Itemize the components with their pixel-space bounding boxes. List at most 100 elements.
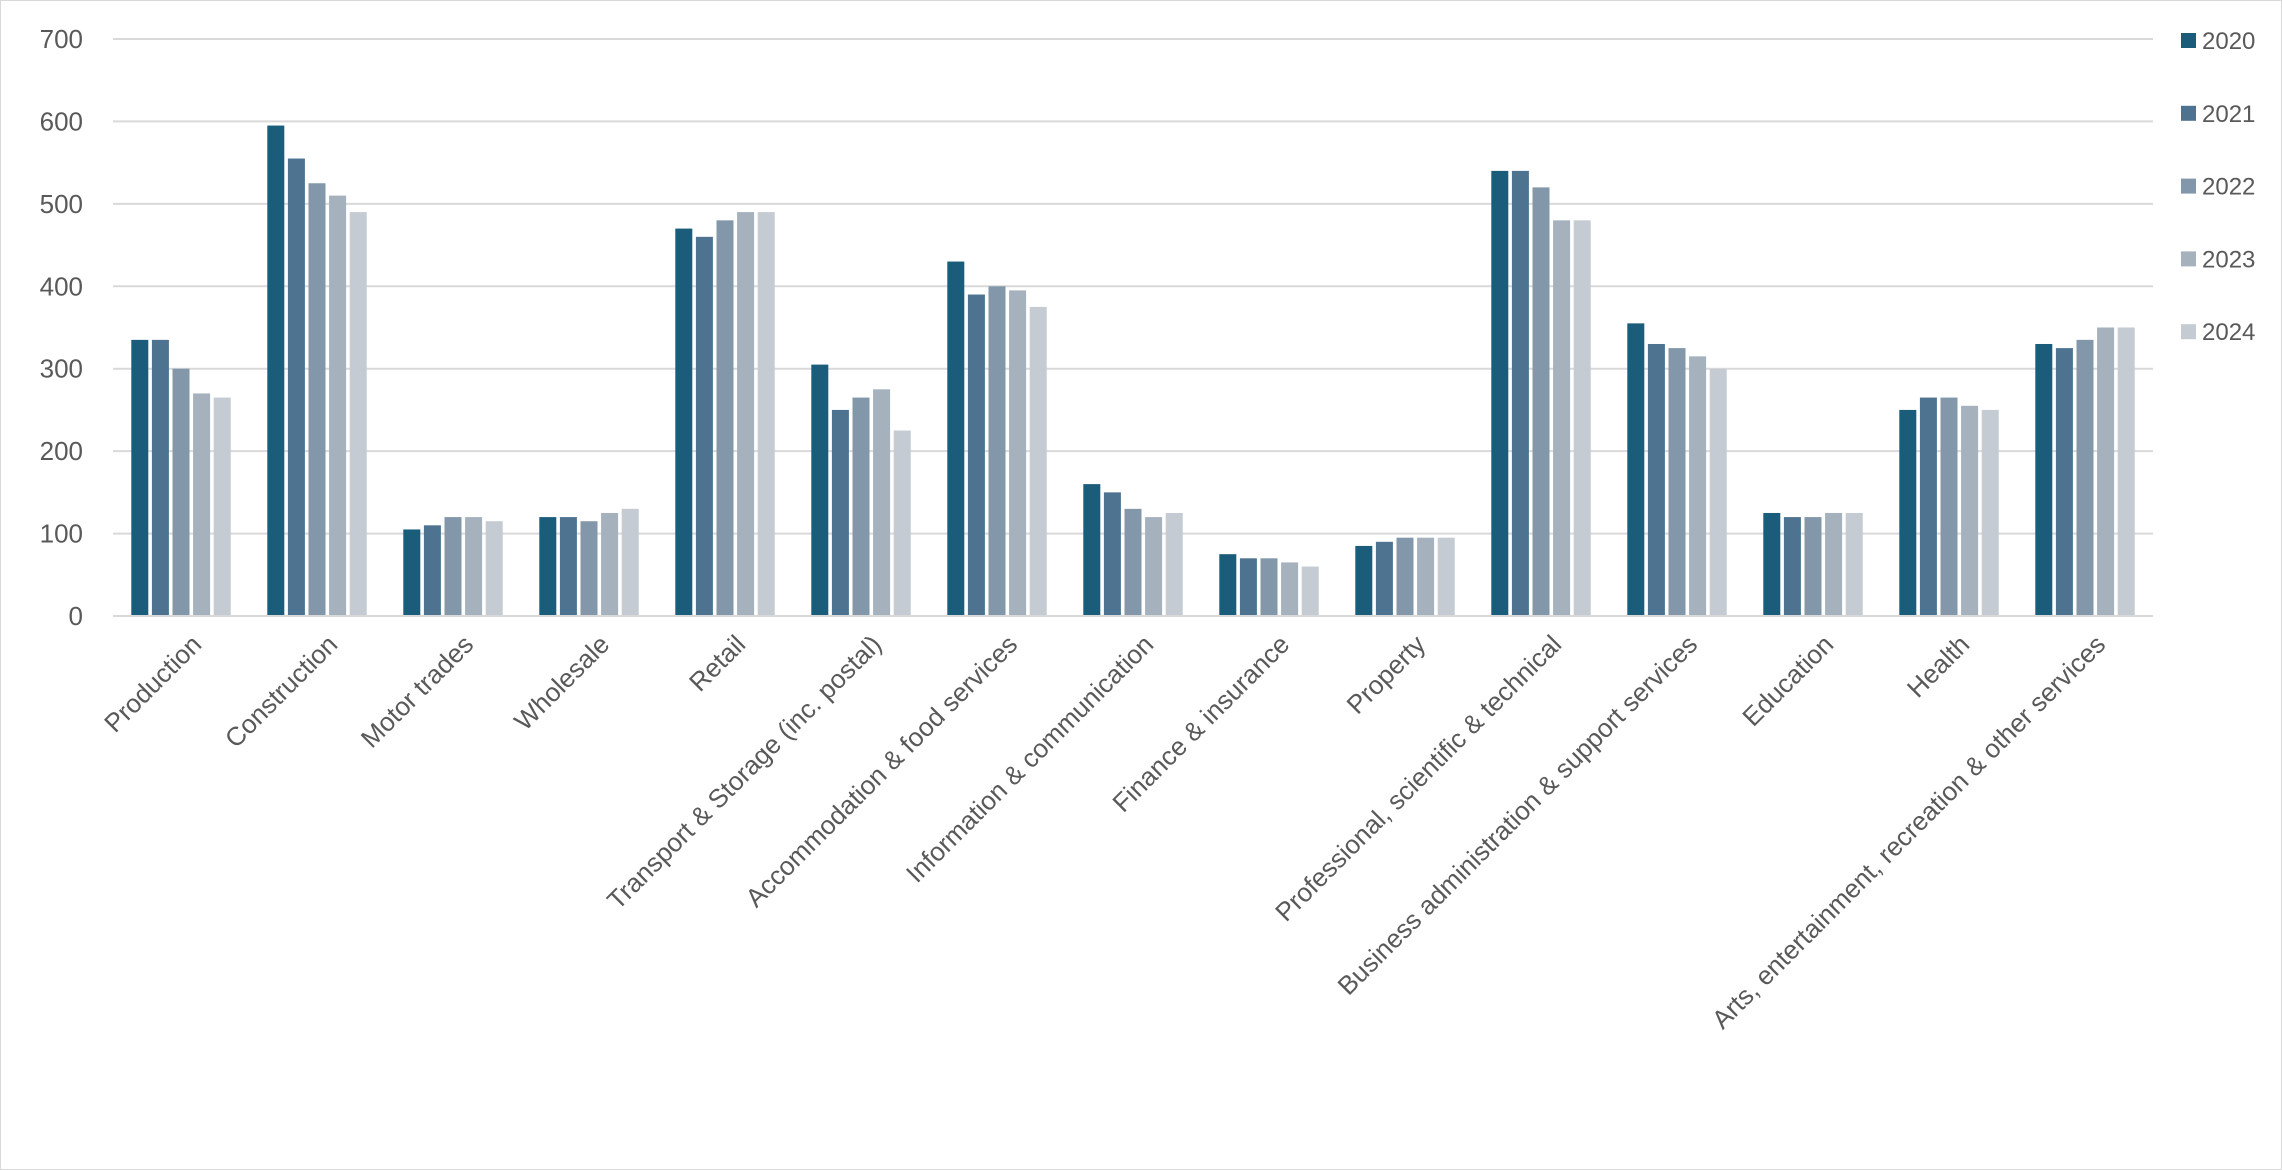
bar-2023 bbox=[1825, 512, 1843, 616]
bar-2024 bbox=[485, 521, 503, 616]
bar-2020 bbox=[2035, 343, 2053, 616]
bar-2022 bbox=[2076, 339, 2094, 616]
x-tick-label: Wholesale bbox=[508, 629, 615, 736]
x-tick-label: Information & communication bbox=[900, 629, 1159, 888]
bar-2020 bbox=[1219, 554, 1237, 616]
bar-2020 bbox=[1899, 409, 1917, 616]
y-tick-label: 100 bbox=[40, 519, 83, 549]
x-tick-label: Retail bbox=[683, 629, 751, 697]
bar-2024 bbox=[621, 508, 639, 616]
legend-swatch bbox=[2181, 251, 2196, 267]
legend-item: 2024 bbox=[2181, 319, 2255, 346]
bar-2022 bbox=[1532, 187, 1550, 616]
bar-2023 bbox=[193, 393, 211, 616]
y-tick-label: 600 bbox=[40, 106, 83, 136]
bar-2021 bbox=[559, 517, 577, 616]
x-tick-label: Accommodation & food services bbox=[739, 629, 1023, 913]
bar-2024 bbox=[1573, 220, 1591, 617]
x-tick-label: Education bbox=[1736, 629, 1839, 732]
legend-item: 2022 bbox=[2181, 174, 2255, 201]
x-tick-label: Property bbox=[1341, 629, 1432, 720]
bar-2022 bbox=[1124, 508, 1142, 616]
bar-2021 bbox=[1375, 541, 1393, 616]
y-tick-label: 700 bbox=[40, 24, 83, 54]
bar-2024 bbox=[213, 397, 231, 616]
x-tick-label: Health bbox=[1901, 629, 1975, 703]
bar-2024 bbox=[1301, 566, 1319, 616]
bar-2023 bbox=[465, 517, 483, 616]
bar-2022 bbox=[172, 368, 190, 616]
bar-2024 bbox=[1165, 512, 1183, 616]
legend-swatch bbox=[2181, 33, 2196, 48]
x-tick-label: Production bbox=[98, 629, 207, 738]
bar-2021 bbox=[423, 525, 441, 616]
bar-2022 bbox=[852, 397, 870, 616]
bar-2021 bbox=[967, 294, 985, 616]
bar-2020 bbox=[811, 364, 829, 616]
bar-2021 bbox=[1783, 517, 1801, 616]
bar-2022 bbox=[1940, 397, 1958, 616]
bar-2022 bbox=[580, 521, 598, 616]
bar-2020 bbox=[131, 339, 149, 616]
bar-2021 bbox=[151, 339, 169, 616]
bar-2023 bbox=[1009, 290, 1027, 616]
x-tick-label: Motor trades bbox=[355, 629, 479, 753]
bar-2020 bbox=[267, 125, 285, 617]
bar-2023 bbox=[1417, 537, 1435, 616]
bar-2021 bbox=[1239, 558, 1257, 616]
bar-2020 bbox=[1491, 170, 1509, 616]
y-tick-label: 500 bbox=[40, 189, 83, 219]
bar-2021 bbox=[695, 236, 713, 617]
bar-2024 bbox=[1029, 306, 1047, 616]
bar-2023 bbox=[601, 512, 619, 616]
legend-swatch bbox=[2181, 178, 2196, 194]
bar-2022 bbox=[1668, 348, 1686, 616]
legend-label: 2022 bbox=[2202, 174, 2255, 201]
bar-2024 bbox=[1981, 409, 1999, 616]
y-axis-ticks: 0 100 200 300 400 500 600 700 bbox=[40, 24, 83, 631]
bar-2020 bbox=[403, 529, 421, 616]
legend-label: 2021 bbox=[2202, 101, 2255, 128]
y-tick-label: 200 bbox=[40, 436, 83, 466]
bar-2022 bbox=[444, 517, 462, 616]
bar-2023 bbox=[1689, 356, 1707, 616]
bar-2020 bbox=[1355, 545, 1373, 616]
legend-label: 2023 bbox=[2202, 246, 2255, 273]
bar-2023 bbox=[329, 195, 347, 616]
bar-2024 bbox=[1437, 537, 1455, 616]
legend-swatch bbox=[2181, 105, 2196, 121]
legend-swatch bbox=[2181, 324, 2196, 340]
bar-2023 bbox=[737, 212, 755, 616]
bar-2020 bbox=[1083, 484, 1101, 616]
legend-item: 2021 bbox=[2181, 101, 2255, 128]
bar-2024 bbox=[757, 212, 775, 616]
bars bbox=[131, 125, 2135, 617]
y-tick-label: 300 bbox=[40, 354, 83, 384]
bar-2021 bbox=[1647, 343, 1665, 616]
bar-2023 bbox=[2097, 327, 2115, 616]
legend-item: 2020 bbox=[2181, 28, 2255, 55]
bar-2021 bbox=[287, 158, 305, 616]
bar-2021 bbox=[831, 409, 849, 616]
y-tick-label: 0 bbox=[69, 601, 83, 631]
y-tick-label: 400 bbox=[40, 271, 83, 301]
legend-label: 2024 bbox=[2202, 319, 2255, 346]
legend-label: 2020 bbox=[2202, 28, 2255, 55]
bar-2020 bbox=[539, 517, 557, 616]
x-tick-label: Transport & Storage (inc. postal) bbox=[601, 629, 887, 915]
bar-2022 bbox=[1260, 558, 1278, 616]
bar-2023 bbox=[1961, 405, 1979, 616]
x-axis-ticks: Production Construction Motor trades Wholes… bbox=[98, 629, 2111, 1034]
bar-2021 bbox=[1103, 492, 1121, 616]
bar-2022 bbox=[1396, 537, 1414, 616]
bar-2021 bbox=[1511, 170, 1529, 616]
bar-2020 bbox=[1763, 512, 1781, 616]
bar-2022 bbox=[1804, 517, 1822, 616]
bar-2024 bbox=[349, 212, 367, 616]
legend-item: 2023 bbox=[2181, 246, 2255, 273]
bar-2020 bbox=[947, 261, 965, 616]
legend: 2020 2021 2022 2023 2024 bbox=[2181, 28, 2255, 346]
bar-2023 bbox=[873, 389, 891, 616]
bar-2020 bbox=[675, 228, 693, 617]
